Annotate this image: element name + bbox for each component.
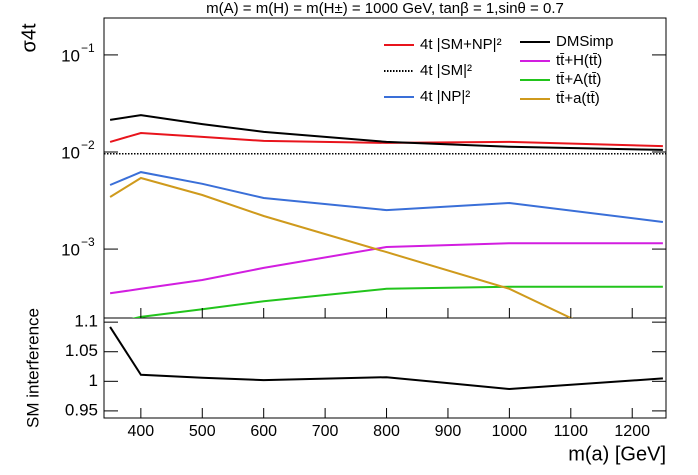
plot-area — [104, 114, 666, 318]
y-tick-exponent: −3 — [81, 235, 95, 249]
chart-title: m(A) = m(H) = m(H±) = 1000 GeV, tanβ = 1… — [206, 0, 564, 17]
series-line — [109, 176, 574, 318]
series-line — [109, 171, 664, 223]
x-tick-label: 700 — [312, 423, 339, 440]
x-tick-label: 1200 — [614, 423, 650, 440]
series-line — [109, 131, 663, 148]
y-tick-exponent: −1 — [81, 41, 95, 55]
series-line — [109, 326, 663, 391]
y-tick-label: 1 — [89, 371, 98, 390]
legend-label: tt̄+a(tt̄) — [556, 90, 600, 107]
x-tick-label: 1100 — [554, 423, 589, 440]
plot-area — [109, 326, 663, 391]
series-line — [109, 242, 663, 295]
x-tick-label: 400 — [128, 423, 155, 440]
y-axis-label: σ4t — [18, 23, 40, 52]
x-axis-label: m(a) [GeV] — [568, 443, 666, 465]
x-tick-label: 500 — [189, 423, 216, 440]
legend-label: 4t |SM+NP|² — [420, 36, 502, 53]
legend-label: tt̄+H(tt̄) — [556, 52, 602, 69]
legend-label: 4t |SM|² — [420, 62, 472, 79]
y-tick-label: 1.05 — [65, 341, 98, 360]
y-tick-exponent: −2 — [81, 138, 95, 152]
legend-label: 4t |NP|² — [420, 88, 470, 105]
y-tick-label: 10 — [61, 46, 80, 65]
x-tick-label: 800 — [373, 423, 400, 440]
y-tick-label: 0.95 — [65, 400, 98, 419]
x-tick-label: 600 — [250, 423, 277, 440]
y-axis-label: SM interference — [23, 308, 42, 428]
y-tick-label: 1.1 — [74, 312, 98, 331]
y-tick-label: 10 — [61, 143, 80, 162]
plot-frame — [103, 317, 667, 419]
legend-label: tt̄+A(tt̄) — [556, 71, 601, 88]
series-line — [109, 114, 663, 151]
legend-label: DMSimp — [556, 33, 614, 50]
x-tick-label: 1000 — [492, 423, 528, 440]
x-tick-label: 900 — [435, 423, 462, 440]
y-tick-label: 10 — [61, 241, 80, 260]
